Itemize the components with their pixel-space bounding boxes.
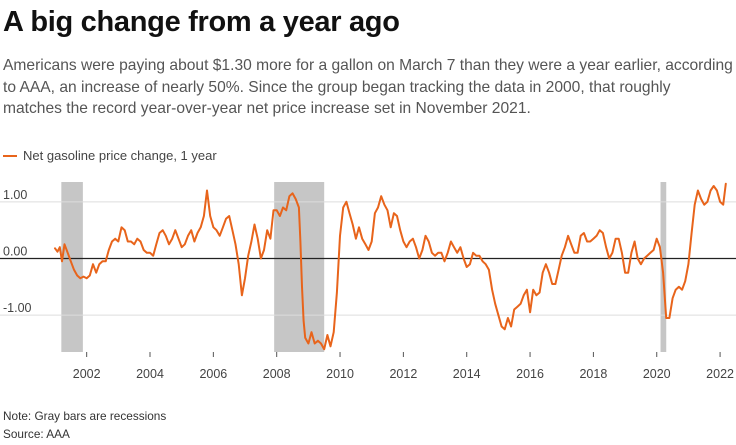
y-tick-label: 1.00: [3, 188, 27, 202]
recession-note: Note: Gray bars are recessions: [3, 409, 167, 423]
recession-bars: [61, 182, 667, 352]
x-tick-label: 2006: [199, 367, 227, 381]
gridlines: [0, 201, 736, 316]
legend-label: Net gasoline price change, 1 year: [23, 148, 217, 163]
y-tick-label: 0.00: [3, 245, 27, 259]
x-tick-label: 2014: [453, 367, 481, 381]
x-tick-label: 2018: [579, 367, 607, 381]
x-tick-label: 2008: [263, 367, 291, 381]
x-tick-label: 2020: [643, 367, 671, 381]
x-axis-ticks: 2002 2004 2006 2008 2010 2012 2014 2016 2018 2020…: [73, 352, 734, 381]
x-tick-label: 2010: [326, 367, 354, 381]
legend: Net gasoline price change, 1 year: [3, 148, 217, 163]
x-tick-label: 2004: [136, 367, 164, 381]
x-tick-label: 2012: [389, 367, 417, 381]
y-axis-ticks: 1.00 0.00 -1.00: [3, 188, 32, 315]
series-line: [54, 182, 727, 351]
source-credit: Source: AAA: [3, 427, 70, 441]
chart-subtitle: Americans were paying about $1.30 more f…: [3, 57, 733, 117]
chart-title: A big change from a year ago: [3, 6, 400, 38]
series-layer: [54, 182, 727, 351]
legend-swatch: [3, 154, 17, 157]
x-tick-label: 2022: [706, 367, 734, 381]
y-tick-label: -1.00: [3, 301, 32, 315]
x-tick-label: 2016: [516, 367, 544, 381]
line-chart: 1.000.00-1.00 2002 2004 2006 2008 2010 2012 20…: [0, 182, 736, 381]
x-tick-label: 2002: [73, 367, 101, 381]
